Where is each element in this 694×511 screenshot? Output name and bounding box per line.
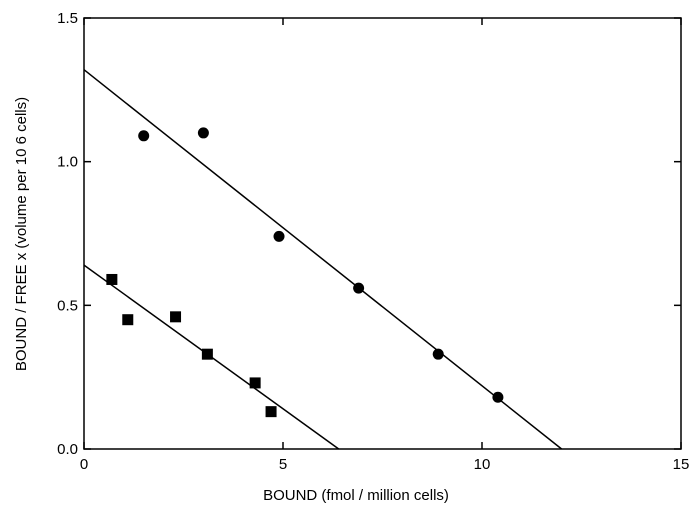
y-tick-label: 1.5: [57, 10, 78, 27]
square-data-point: [265, 406, 277, 418]
plot-frame: [83, 17, 682, 450]
data-markers: [106, 127, 504, 418]
square-data-point: [249, 377, 261, 389]
y-axis-ticks: 0.0 0.5 1.0 1.5: [57, 10, 681, 458]
x-axis-ticks: 0 5 10 15: [80, 18, 690, 473]
circle-data-point: [197, 127, 209, 139]
circle-data-point: [273, 230, 285, 242]
square-data-point: [106, 273, 118, 285]
circle-data-point: [492, 391, 504, 403]
circle-data-point: [432, 348, 444, 360]
square-data-point: [201, 348, 213, 360]
y-axis-title: BOUND / FREE x (volume per 10 6 cells): [13, 97, 30, 371]
circle-data-point: [138, 130, 150, 142]
plot-area-border: [83, 17, 682, 450]
x-tick-label: 10: [474, 456, 491, 473]
y-tick-label: 0.0: [57, 441, 78, 458]
fit-lines: [83, 69, 563, 450]
x-tick-label: 0: [80, 456, 88, 473]
circle-data-point: [353, 282, 365, 294]
y-tick-label: 0.5: [57, 297, 78, 314]
x-tick-label: 5: [279, 456, 287, 473]
square-data-point: [170, 311, 182, 323]
y-tick-label: 1.0: [57, 154, 78, 171]
x-axis-title: BOUND (fmol / million cells): [263, 487, 449, 504]
x-tick-label: 15: [673, 456, 690, 473]
square-data-point: [122, 314, 134, 326]
regression-line-1: [83, 69, 563, 450]
